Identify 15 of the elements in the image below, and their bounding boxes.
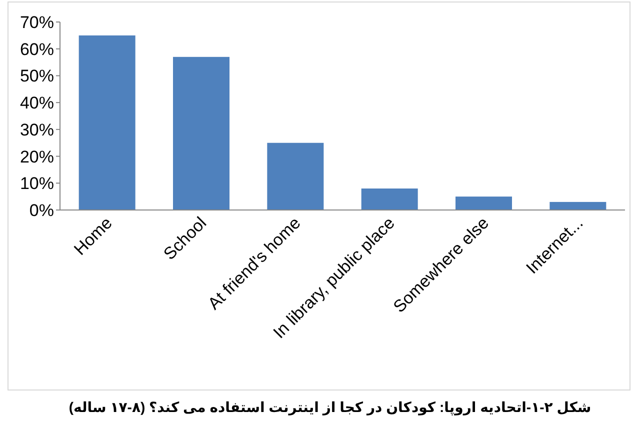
y-tick-label: 0% bbox=[29, 201, 54, 220]
y-tick-label: 10% bbox=[20, 174, 54, 194]
y-tick-label: 30% bbox=[20, 120, 54, 140]
bar bbox=[267, 142, 324, 210]
y-tick-label: 60% bbox=[20, 40, 54, 59]
y-tick-label: 40% bbox=[20, 94, 54, 113]
text: شکل ۲-۱-اتحادیه اروپا: کودکان در کجا از اینترنت استفاده می کند؟ (۸-۱۷ ساله) bbox=[68, 399, 592, 416]
bar bbox=[456, 196, 512, 210]
bar bbox=[550, 202, 606, 210]
bar bbox=[361, 188, 418, 210]
bar bbox=[173, 56, 230, 210]
y-tick-label: 70% bbox=[20, 13, 54, 32]
y-tick-label: 50% bbox=[20, 66, 54, 86]
y-tick-label: 20% bbox=[20, 147, 54, 166]
bar bbox=[78, 35, 136, 210]
